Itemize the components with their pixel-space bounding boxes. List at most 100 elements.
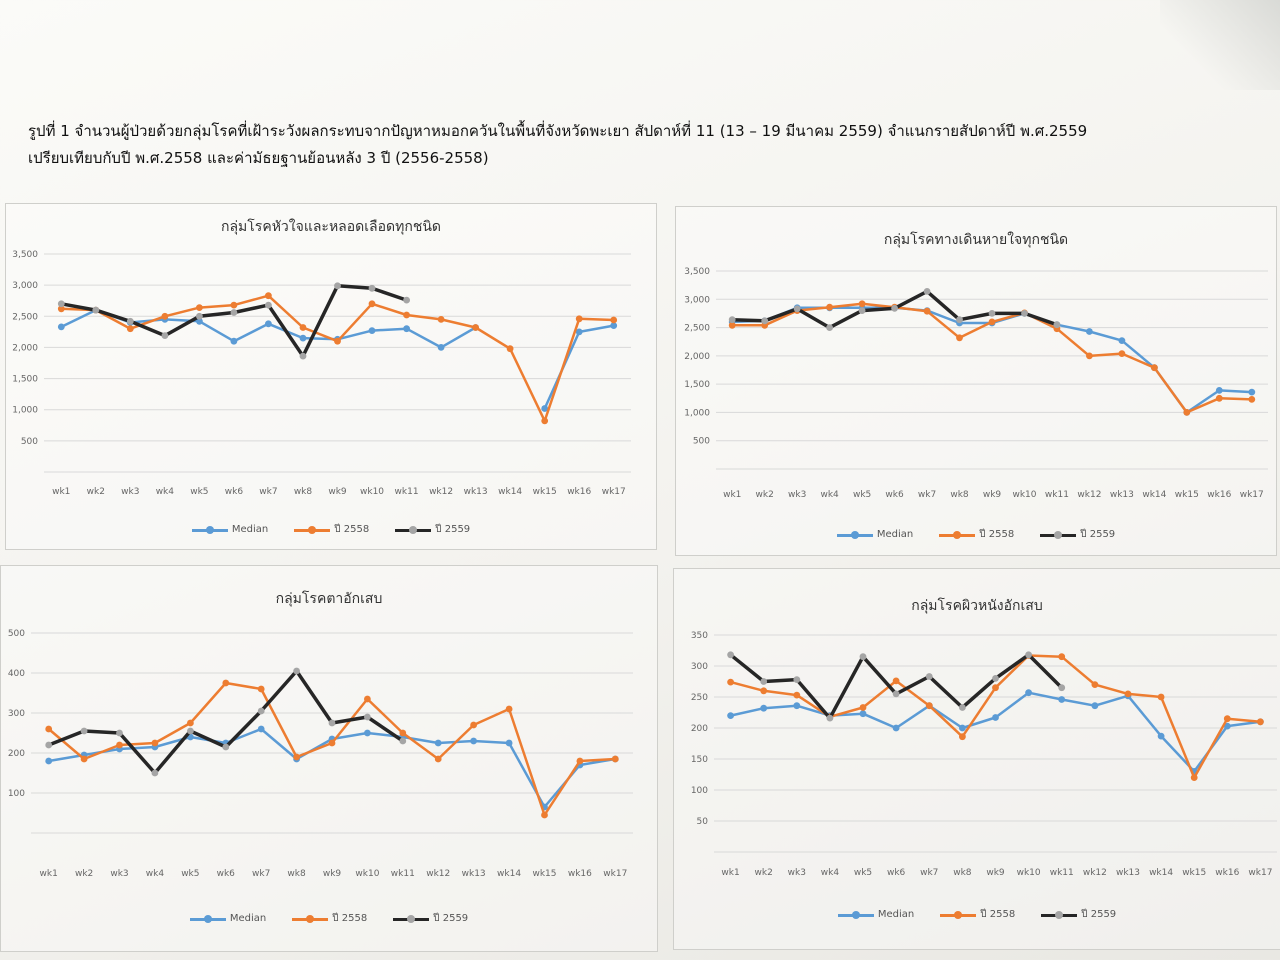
x-tick-label: wk5 [181, 869, 199, 879]
data-point-2558 [161, 312, 169, 320]
x-tick-label: wk7 [920, 868, 938, 878]
legend-swatch-2558 [292, 914, 329, 924]
legend-swatch-median [189, 914, 226, 924]
data-point-2558 [959, 733, 966, 741]
x-tick-label: wk14 [498, 487, 522, 497]
data-point-median [1091, 702, 1099, 710]
x-tick-label: wk4 [146, 869, 165, 879]
data-point-2559 [92, 306, 100, 314]
data-point-2559 [151, 769, 159, 777]
x-tick-label: wk15 [1182, 868, 1206, 878]
x-tick-label: wk5 [854, 868, 872, 878]
data-point-2558 [1157, 693, 1165, 701]
x-tick-label: wk14 [1149, 868, 1173, 878]
data-point-2558 [328, 739, 336, 747]
data-point-median [196, 317, 203, 325]
data-point-2558 [728, 321, 736, 329]
legend-label-median: Median [229, 913, 267, 924]
data-point-2559 [859, 653, 867, 661]
data-point-2559 [257, 707, 265, 715]
series-line-2559 [728, 653, 1064, 720]
data-point-median [727, 712, 734, 719]
data-point-2558 [956, 334, 963, 342]
legend-label-median: Median [231, 524, 269, 535]
x-tick-label: wk17 [1240, 490, 1264, 500]
x-tick-label: wk17 [1248, 868, 1272, 878]
data-point-2558 [1183, 409, 1191, 416]
x-tick-label: wk13 [1110, 490, 1134, 500]
data-point-2559 [265, 301, 272, 309]
x-tick-label: wk12 [426, 869, 450, 879]
data-point-2559 [1053, 321, 1061, 329]
data-point-2558 [1151, 364, 1158, 372]
x-tick-label: wk15 [532, 869, 556, 879]
legend-label-2558: ปี 2558 [332, 913, 368, 924]
legend-label-2559: ปี 2559 [1080, 529, 1116, 540]
chart-panel-respiratory: กลุ่มโรคทางเดินหายใจทุกชนิด 3,500 3,000 2,… [675, 206, 1277, 556]
data-point-2558 [541, 811, 548, 819]
x-tick-label: wk3 [788, 868, 806, 878]
x-tick-label: wk1 [40, 869, 58, 879]
x-tick-label: wk11 [1050, 868, 1074, 878]
data-point-median [470, 737, 477, 745]
x-tick-label: wk14 [497, 869, 521, 879]
x-tick-label: wk8 [287, 869, 306, 879]
chart-legend: Median ปี 2558 ปี 2559 [676, 527, 1276, 542]
x-tick-label: wk6 [887, 868, 906, 878]
x-tick-label: wk5 [853, 490, 871, 500]
data-point-2558 [988, 318, 996, 326]
x-tick-label: wk6 [885, 490, 904, 500]
data-point-median [403, 325, 410, 333]
data-point-median [610, 322, 618, 329]
legend-item-2558: ปี 2558 [939, 527, 1014, 542]
data-point-2559 [793, 676, 801, 683]
data-point-2558 [293, 753, 300, 761]
data-point-median [1058, 696, 1066, 703]
data-point-2558 [151, 739, 159, 747]
y-tick-label: 2,000 [12, 343, 38, 353]
data-point-median [541, 405, 549, 412]
data-point-2559 [1058, 684, 1066, 692]
y-tick-label: 1,500 [684, 380, 710, 390]
legend-item-2559: ปี 2559 [393, 911, 468, 926]
legend-item-2558: ปี 2558 [292, 911, 367, 926]
data-point-median [45, 757, 53, 765]
data-point-2558 [470, 721, 477, 729]
x-tick-label: wk9 [323, 869, 342, 879]
x-tick-label: wk13 [1116, 868, 1140, 878]
y-tick-label: 100 [8, 789, 25, 799]
x-tick-label: wk1 [52, 487, 70, 497]
x-tick-label: wk7 [252, 869, 270, 879]
data-point-2558 [1190, 774, 1198, 781]
data-point-2559 [334, 282, 341, 290]
y-tick-label: 1,000 [684, 408, 710, 418]
x-tick-label: wk12 [429, 487, 453, 497]
data-point-median [760, 704, 768, 712]
legend-item-2558: ปี 2558 [940, 907, 1015, 922]
chart-title: กลุ่มโรคตาอักเสบ [275, 591, 383, 607]
data-point-median [437, 344, 445, 351]
legend-label-2559: ปี 2559 [435, 524, 471, 535]
x-tick-label: wk2 [87, 487, 105, 497]
x-tick-label: wk13 [464, 487, 488, 497]
chart-panel-cardiovascular: กลุ่มโรคหัวใจและหลอดเลือดทุกชนิด 3,500 3,… [5, 203, 657, 550]
data-point-2559 [988, 310, 996, 317]
data-point-2558 [575, 315, 583, 323]
y-tick-label: 1,000 [12, 406, 38, 416]
x-tick-label: wk8 [950, 490, 969, 500]
y-tick-label: 50 [697, 817, 709, 827]
x-tick-label: wk10 [355, 869, 379, 879]
data-point-2558 [1223, 715, 1231, 723]
legend-item-2559: ปี 2559 [1040, 527, 1115, 542]
y-tick-label: 200 [691, 724, 708, 734]
x-tick-label: wk4 [821, 868, 840, 878]
x-tick-label: wk16 [567, 487, 591, 497]
data-point-2558 [265, 292, 272, 300]
data-point-median [1215, 387, 1223, 394]
data-point-2558 [1091, 681, 1099, 688]
data-point-2558 [541, 417, 549, 425]
legend-label-2558: ปี 2558 [980, 909, 1016, 920]
y-tick-label: 150 [691, 755, 708, 765]
x-tick-label: wk5 [190, 487, 208, 497]
y-tick-label: 2,000 [684, 352, 710, 362]
